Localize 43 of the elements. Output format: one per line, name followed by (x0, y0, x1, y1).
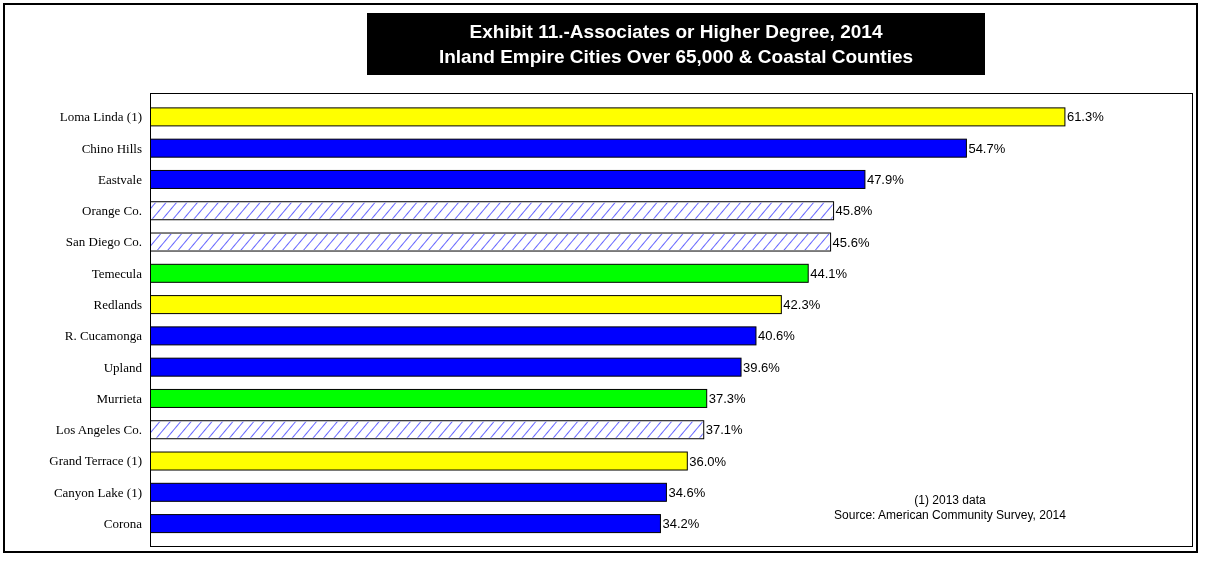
y-tick-label: Eastvale (97, 171, 143, 187)
y-tick-label: San Diego Co. (65, 234, 142, 250)
y-tick-label: Temecula (91, 265, 143, 281)
bar (150, 388, 708, 408)
data-label: 54.7% (968, 140, 1006, 156)
data-label: 61.3% (1066, 109, 1105, 125)
data-label: 37.1% (705, 422, 744, 438)
bar (150, 514, 661, 534)
data-label: 47.9% (866, 172, 905, 188)
data-label: 39.6% (743, 359, 781, 375)
y-tick-label: Orange Co. (82, 203, 142, 219)
y-tick-label: Murrieta (96, 390, 143, 406)
y-tick-label: Grand Terrace (1) (49, 453, 142, 469)
bar (150, 263, 809, 283)
bar (150, 482, 667, 502)
y-tick-label: Chino Hills (81, 140, 142, 156)
chart-subtitle: Inland Empire Cities Over 65,000 & Coastal Counties (437, 45, 915, 69)
data-label: 44.1% (810, 265, 848, 281)
data-label: 45.6% (832, 234, 870, 250)
y-tick-label: Upland (103, 359, 143, 375)
bar (150, 138, 967, 158)
bar (150, 451, 688, 471)
data-label: 45.8% (835, 203, 873, 219)
y-tick-label: Loma Linda (1) (59, 109, 142, 125)
y-tick-label: Canyon Lake (1) (53, 484, 142, 500)
bar (150, 107, 1066, 127)
chart-title: Exhibit 11.-Associates or Higher Degree, 2014 (468, 20, 884, 44)
y-tick-label: Redlands (93, 296, 142, 312)
bar (150, 357, 742, 377)
data-label: 34.2% (662, 516, 700, 532)
y-tick-label: R. Cucamonga (64, 328, 143, 344)
data-label: 37.3% (708, 391, 747, 407)
bar (150, 295, 782, 315)
data-label: 42.3% (783, 297, 821, 313)
annotation: (1) 2013 data (913, 493, 987, 508)
annotation: Source: American Community Survey, 2014 (833, 508, 1067, 523)
y-tick-label: Los Angeles Co. (55, 422, 142, 438)
bar (150, 326, 757, 346)
data-label: 34.6% (668, 484, 706, 500)
y-tick-label: Corona (103, 515, 143, 531)
bar (150, 169, 866, 189)
data-label: 40.6% (757, 328, 796, 344)
data-label: 36.0% (689, 453, 727, 469)
